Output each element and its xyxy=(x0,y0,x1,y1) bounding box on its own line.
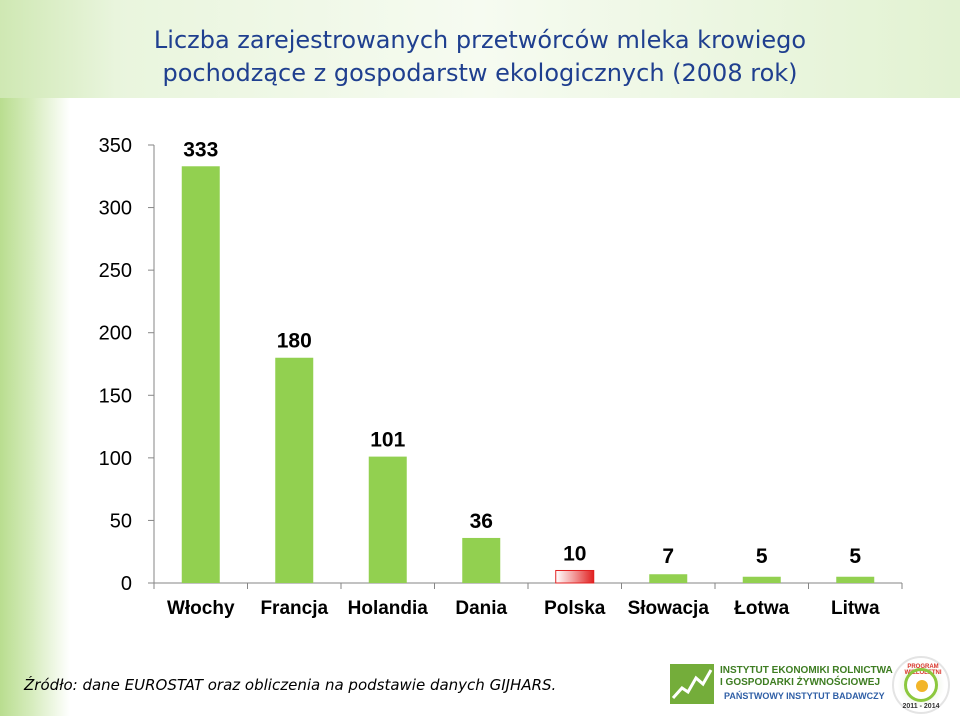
badge-years-text: 2011 - 2014 xyxy=(902,703,940,710)
source-note: Źródło: dane EUROSTAT oraz obliczenia na… xyxy=(24,676,557,694)
y-tick-label: 0 xyxy=(121,573,132,595)
x-category-label: Słowacja xyxy=(628,598,710,619)
logo-text-line2: I GOSPODARKI ŻYWNOŚCIOWEJ xyxy=(720,677,881,688)
data-label: 5 xyxy=(849,545,861,568)
y-tick-label: 150 xyxy=(99,385,132,407)
x-category-label: Holandia xyxy=(348,598,429,619)
chart-title-line1: Liczba zarejestrowanych przetwórców mlek… xyxy=(153,26,807,54)
data-label: 333 xyxy=(183,138,218,161)
bar-dania xyxy=(462,537,501,583)
bar-słowacja xyxy=(649,574,688,583)
x-category-label: Francja xyxy=(260,598,328,619)
data-label: 5 xyxy=(756,545,768,568)
logo-chart-icon xyxy=(670,664,714,704)
data-label: 180 xyxy=(277,330,312,353)
y-tick-label: 50 xyxy=(110,510,132,532)
chart-title: Liczba zarejestrowanych przetwórców mlek… xyxy=(150,24,810,90)
institute-logo: INSTYTUT EKONOMIKI ROLNICTWA I GOSPODARK… xyxy=(670,662,893,708)
x-category-label: Polska xyxy=(544,598,606,619)
bar-francja xyxy=(275,357,314,583)
bar-litwa xyxy=(836,576,875,583)
x-category-label: Litwa xyxy=(831,598,880,619)
y-tick-label: 200 xyxy=(99,323,132,345)
y-tick-label: 100 xyxy=(99,448,132,470)
bar-włochy xyxy=(181,166,220,583)
left-decor-stripe xyxy=(0,0,70,716)
y-tick-label: 250 xyxy=(99,260,132,282)
bar-łotwa xyxy=(742,576,781,583)
x-category-label: Dania xyxy=(455,598,507,619)
data-label: 36 xyxy=(470,510,493,533)
y-tick-label: 300 xyxy=(99,198,132,220)
badge-ring-icon xyxy=(904,668,938,702)
bar-polska xyxy=(555,569,595,584)
logo-text-line3: PAŃSTWOWY INSTYTUT BADAWCZY xyxy=(724,691,885,701)
bar-holandia xyxy=(368,456,407,583)
data-label: 7 xyxy=(662,545,674,568)
chart-title-line2: pochodzące z gospodarstw ekologicznych (… xyxy=(162,59,798,87)
data-label: 101 xyxy=(370,429,405,452)
x-category-label: Włochy xyxy=(167,598,235,619)
x-category-label: Łotwa xyxy=(734,598,789,619)
data-label: 10 xyxy=(563,542,586,565)
logo-text-line1: INSTYTUT EKONOMIKI ROLNICTWA xyxy=(720,665,893,676)
title-band xyxy=(0,0,960,98)
y-tick-label: 350 xyxy=(99,135,132,157)
program-badge: PROGRAM WIELOLETNI 2011 - 2014 xyxy=(892,656,950,714)
badge-dot-icon xyxy=(916,680,928,692)
